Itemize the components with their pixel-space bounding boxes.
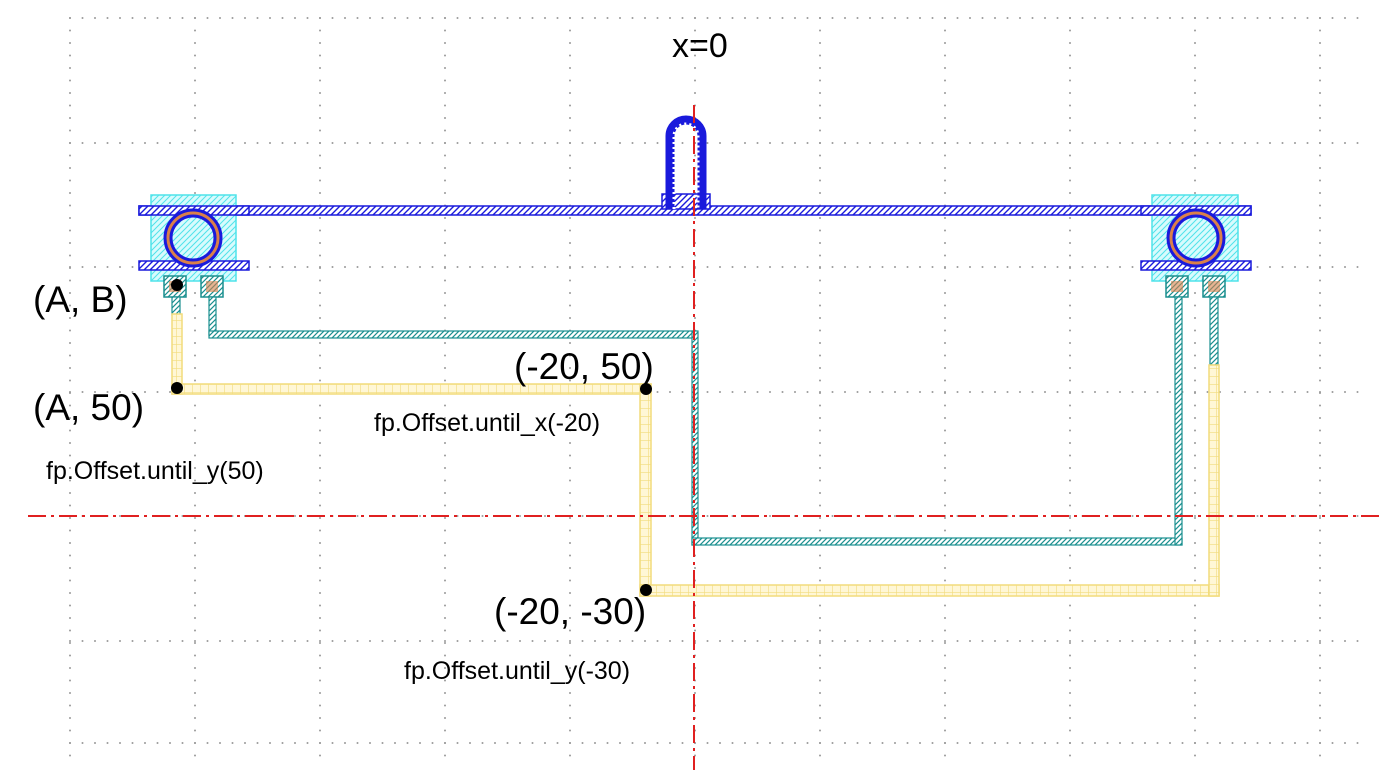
point-m20-50-label: (-20, 50) (514, 346, 654, 387)
point-a50-label: (A, 50) (33, 387, 144, 428)
ring-resonator-right (1140, 194, 1252, 298)
until-y-m30-annotation: fp.Offset.until_y(-30) (404, 657, 630, 685)
point-m20-m30-label: (-20, -30) (494, 591, 646, 632)
point-m20-m30-marker (640, 584, 652, 596)
ring-resonator-left (138, 194, 250, 298)
until-x-m20-annotation: fp.Offset.until_x(-20) (374, 409, 600, 437)
until-y-50-annotation: fp.Offset.until_y(50) (46, 457, 264, 485)
x0-label: x=0 (672, 27, 728, 65)
point-m20-50-marker (640, 383, 652, 395)
point-ab-marker (171, 279, 183, 291)
point-a50-marker (171, 382, 183, 394)
point-ab-label: (A, B) (33, 279, 128, 320)
